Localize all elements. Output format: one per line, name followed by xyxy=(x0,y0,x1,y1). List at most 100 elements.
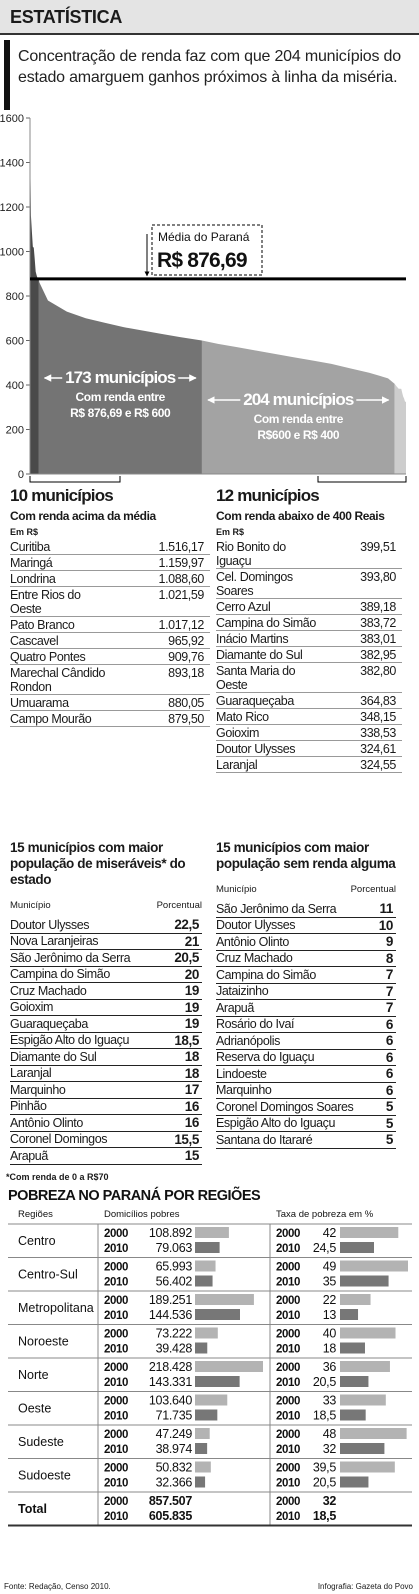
group-text: Com renda entre xyxy=(76,390,166,404)
bracket xyxy=(317,476,407,483)
area xyxy=(394,383,406,474)
year-label: 2010 xyxy=(276,1411,300,1423)
table: Curitiba 1.516,17 Maringá 1.159,97 Londrina 1… xyxy=(10,539,210,727)
row-name: Londrina xyxy=(10,570,110,587)
table-row: Marquinho 17 xyxy=(10,1081,202,1099)
households-bar xyxy=(195,1443,208,1454)
rate-label: 39,5 xyxy=(313,1461,336,1475)
table-row: Cerro Azul 389,18 xyxy=(216,598,402,615)
row-value: 7 xyxy=(375,999,396,1017)
table-row: Coronel Domingos Soares 5 xyxy=(216,1098,396,1116)
households-label: 189.251 xyxy=(149,1293,192,1307)
row-value: 5 xyxy=(375,1098,396,1116)
rate-label: 35 xyxy=(323,1275,337,1289)
row-value: 6 xyxy=(375,1082,396,1099)
y-tick-label: 200 xyxy=(6,425,24,437)
row-name: Rosário do Ivaí xyxy=(216,1016,376,1033)
row-name: Diamante do Sul xyxy=(10,1048,167,1066)
y-tick-label: 1200 xyxy=(0,202,24,214)
table-row: Marechal Cândido Rondon 893,18 xyxy=(10,664,210,695)
table-row: Goioxim 19 xyxy=(10,999,202,1016)
row-name: Espigão Alto do Iguaçu xyxy=(216,1115,376,1132)
row-name: Inácio Martins xyxy=(216,630,316,647)
rate-bar xyxy=(340,1476,369,1488)
table-row: Doutor Ulysses 22,5 xyxy=(10,917,202,934)
row-name: Doutor Ulysses xyxy=(216,917,376,934)
year-label: 2000 xyxy=(104,1228,128,1240)
row-name: Campina do Simão xyxy=(216,966,376,984)
row-name: Cruz Machado xyxy=(10,982,167,1000)
region-name: Sudeste xyxy=(18,1435,64,1449)
households-bar xyxy=(195,1376,240,1387)
row-value: 18 xyxy=(166,1048,202,1066)
row-name: Quatro Pontes xyxy=(10,648,110,665)
table-row: Maringá 1.159,97 xyxy=(10,554,210,571)
households-label: 605.835 xyxy=(149,1509,192,1523)
table-row: Lindoeste 6 xyxy=(216,1065,396,1083)
households-bar xyxy=(195,1327,218,1339)
column-header: Regiões xyxy=(18,1209,53,1220)
area xyxy=(201,340,395,474)
year-label: 2000 xyxy=(276,1262,300,1274)
row-name: São Jerônimo da Serra xyxy=(10,949,167,967)
table-title: 15 municípios com maior população de mis… xyxy=(10,840,186,887)
rate-bar xyxy=(340,1260,408,1272)
households-label: 71.735 xyxy=(156,1409,193,1423)
row-name: Umuarama xyxy=(10,694,110,711)
y-tick-label: 600 xyxy=(6,336,24,348)
rate-label: 42 xyxy=(323,1226,337,1240)
area xyxy=(38,278,202,474)
households-label: 50.832 xyxy=(156,1461,193,1475)
table-row: Londrina 1.088,60 xyxy=(10,570,210,587)
y-tick-label: 1400 xyxy=(0,158,24,170)
households-label: 218.428 xyxy=(149,1360,192,1374)
table-row: Campina do Simão 7 xyxy=(216,966,396,984)
households-bar xyxy=(195,1260,216,1272)
year-label: 2010 xyxy=(104,1243,128,1255)
row-value: 10 xyxy=(375,917,396,934)
table-row: São Jerônimo da Serra 20,5 xyxy=(10,949,202,967)
rate-bar xyxy=(340,1394,386,1406)
table-row: Cel. Domingos Soares 393,80 xyxy=(216,568,402,599)
region-name: Norte xyxy=(18,1368,49,1382)
column-header: Domicílios pobres xyxy=(104,1209,180,1220)
year-label: 2010 xyxy=(276,1344,300,1356)
households-label: 857.507 xyxy=(149,1494,192,1508)
row-value: 19 xyxy=(166,999,202,1016)
row-value: 324,55 xyxy=(316,756,402,773)
row-value: 16 xyxy=(166,1098,202,1115)
households-bar xyxy=(195,1461,211,1473)
row-name: Maringá xyxy=(10,554,110,571)
rate-bar xyxy=(340,1361,390,1372)
row-value: 393,80 xyxy=(316,568,402,599)
group-text: R$600 e R$ 400 xyxy=(257,428,340,442)
rate-label: 20,5 xyxy=(313,1476,336,1490)
rate-bar xyxy=(340,1327,396,1339)
households-label: 47.249 xyxy=(156,1427,193,1441)
group-text: Com renda entre xyxy=(254,412,344,426)
table-row: Reserva do Iguaçu 6 xyxy=(216,1049,396,1066)
table-row: Laranjal 324,55 xyxy=(216,756,402,773)
row-value: 8 xyxy=(375,950,396,967)
table-row: Doutor Ulysses 324,61 xyxy=(216,740,402,757)
table-row: Cruz Machado 8 xyxy=(216,950,396,967)
bottom-table: 12 municípios Com renda abaixo de 400 Rea… xyxy=(216,486,402,773)
y-tick-label: 400 xyxy=(6,380,24,392)
row-name: Pinhão xyxy=(10,1098,167,1115)
table-subtitle: Com renda acima da média xyxy=(10,509,156,523)
rate-label: 33 xyxy=(323,1394,337,1408)
table-row: São Jerônimo da Serra 11 xyxy=(216,901,396,918)
y-tick-label: 800 xyxy=(6,291,24,303)
households-bar xyxy=(195,1361,263,1372)
mean-label: R$ 876,69 xyxy=(157,249,247,272)
row-value: 17 xyxy=(166,1081,202,1099)
y-tick-label: 1600 xyxy=(0,113,24,125)
row-value: 7 xyxy=(375,983,396,1000)
year-label: 2000 xyxy=(104,1329,128,1341)
rate-label: 36 xyxy=(323,1360,337,1374)
year-label: 2010 xyxy=(104,1511,128,1523)
table-row: Doutor Ulysses 10 xyxy=(216,917,396,934)
table-row: Umuarama 880,05 xyxy=(10,694,210,711)
mean-title: Média do Paraná xyxy=(158,230,250,244)
